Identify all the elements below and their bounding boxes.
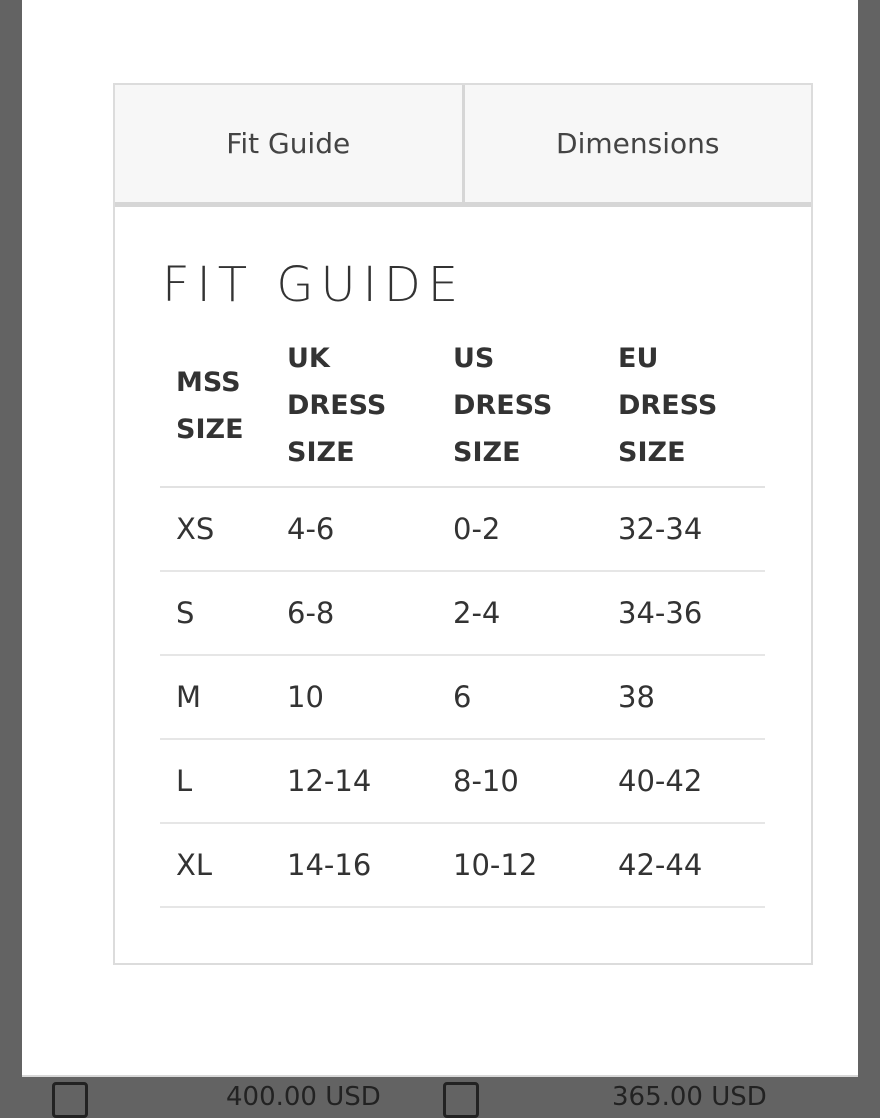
checkbox[interactable] — [443, 1082, 479, 1118]
column-header: MSS SIZE — [160, 335, 271, 488]
checkbox[interactable] — [52, 1082, 88, 1118]
table-cell: 38 — [602, 655, 765, 740]
table-cell: 6 — [437, 655, 602, 740]
table-cell: 8-10 — [437, 739, 602, 824]
section-title: FIT GUIDE — [162, 257, 466, 313]
header-word: EU — [618, 343, 659, 374]
table-cell: L — [160, 739, 271, 824]
header-word: SIZE — [287, 437, 355, 468]
table-cell: 14-16 — [271, 823, 437, 908]
tab-fit-guide[interactable]: Fit Guide — [226, 127, 351, 160]
header-word: SIZE — [453, 437, 521, 468]
tab-dimensions[interactable]: Dimensions — [461, 85, 812, 202]
table-row: S 6-8 2-4 34-36 — [160, 571, 765, 656]
table-cell: M — [160, 655, 271, 740]
tab-bar: Fit Guide Dimensions — [115, 85, 811, 207]
header-word: DRESS — [287, 390, 387, 421]
table-cell: 32-34 — [602, 487, 765, 572]
header-word: DRESS — [618, 390, 718, 421]
table-row: L 12-14 8-10 40-42 — [160, 739, 765, 824]
fit-guide-table: MSS SIZE UK DRESS SIZE US DRESS SIZE EU DRESS SIZE… — [160, 335, 765, 908]
header-word: SIZE — [618, 437, 686, 468]
header-word: SIZE — [176, 413, 244, 445]
price-label: 400.00 USD — [226, 1082, 381, 1112]
table-row: XS 4-6 0-2 32-34 — [160, 487, 765, 572]
size-guide-box: Fit Guide Dimensions FIT GUIDE MSS SIZE UK… — [113, 83, 813, 965]
table-row: M 10 6 38 — [160, 655, 765, 740]
column-header: UK DRESS SIZE — [271, 335, 437, 488]
table-cell: 6-8 — [271, 571, 437, 656]
table-cell: 42-44 — [602, 823, 765, 908]
table-cell: XL — [160, 823, 271, 908]
table-cell: 40-42 — [602, 739, 765, 824]
table-cell: 34-36 — [602, 571, 765, 656]
table-cell: 4-6 — [271, 487, 437, 572]
table-cell: XS — [160, 487, 271, 572]
table-row: XL 14-16 10-12 42-44 — [160, 823, 765, 908]
table-header-row: MSS SIZE UK DRESS SIZE US DRESS SIZE EU DRESS SIZE — [160, 335, 765, 488]
table-cell: 12-14 — [271, 739, 437, 824]
header-word: UK — [287, 343, 330, 374]
price-label: 365.00 USD — [612, 1082, 767, 1112]
header-word: US — [453, 343, 495, 374]
modal-panel: Fit Guide Dimensions FIT GUIDE MSS SIZE UK… — [22, 0, 858, 1077]
column-header: EU DRESS SIZE — [602, 335, 765, 488]
column-header: US DRESS SIZE — [437, 335, 602, 488]
table-cell: 2-4 — [437, 571, 602, 656]
table-cell: 10 — [271, 655, 437, 740]
header-word: DRESS — [453, 390, 553, 421]
header-word: MSS — [176, 366, 241, 398]
table-cell: S — [160, 571, 271, 656]
table-cell: 0-2 — [437, 487, 602, 572]
table-cell: 10-12 — [437, 823, 602, 908]
